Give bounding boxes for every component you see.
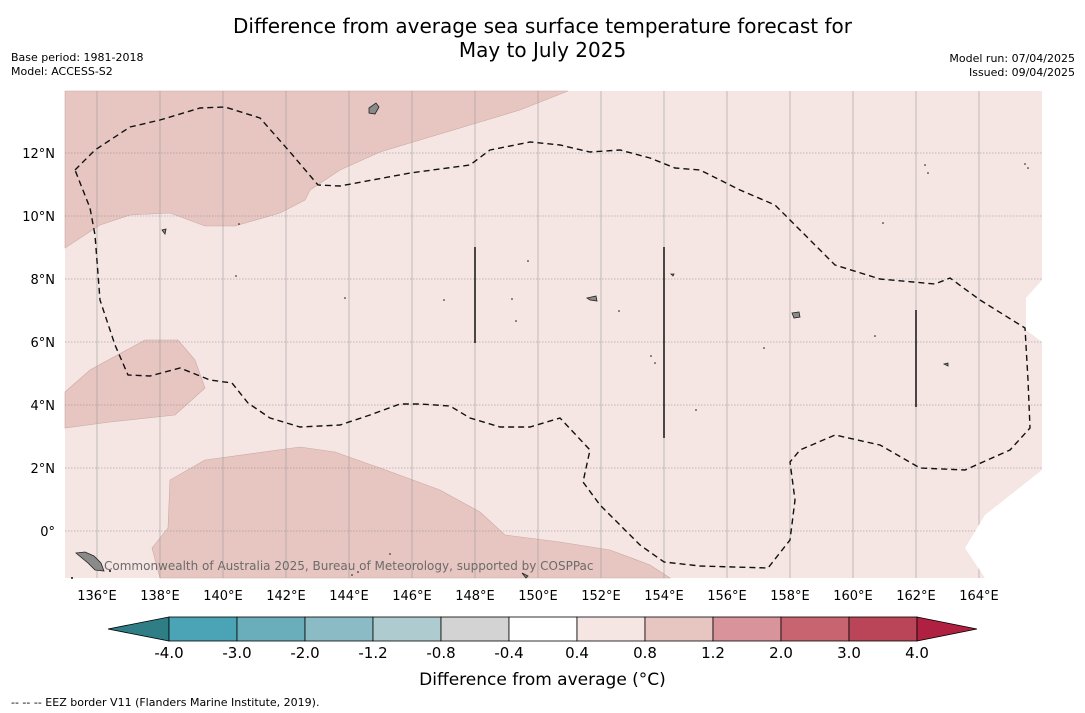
eez-footnote: -- -- -- EEZ border V11 (Flanders Marine… <box>11 696 320 709</box>
meta-right: Model run: 07/04/2025 Issued: 09/04/2025 <box>949 52 1075 80</box>
colorbar-bin <box>236 616 306 642</box>
map-title: Difference from average sea surface temp… <box>0 14 1085 62</box>
lon-label: 164°E <box>959 589 999 604</box>
colorbar-label: 3.0 <box>837 644 861 662</box>
colorbar: -4.0 -3.0 -2.0 -1.2 -0.8 -0.4 0.4 0.8 1.2 2.0 3.0 4… <box>107 616 978 662</box>
island-guam <box>368 102 380 115</box>
island-small-2 <box>585 295 598 302</box>
copyright-notice: Commonwealth of Australia 2025, Bureau o… <box>104 559 594 573</box>
colorbar-label: 4.0 <box>905 644 929 662</box>
map-edge-mask-right <box>965 470 1042 578</box>
lon-label: 136°E <box>77 589 117 604</box>
anomaly-region-south <box>151 446 672 579</box>
colorbar-label: 0.4 <box>565 644 589 662</box>
colorbar-title: Difference from average (°C) <box>419 670 666 690</box>
lon-label: 158°E <box>770 589 810 604</box>
lon-label: 162°E <box>896 589 936 604</box>
colorbar-bin <box>576 616 646 642</box>
colorbar-extend-high <box>916 616 978 642</box>
colorbar-label: 1.2 <box>701 644 725 662</box>
colorbar-bin <box>712 616 782 642</box>
lon-label: 144°E <box>329 589 369 604</box>
colorbar-bin <box>848 616 918 642</box>
island-small-5 <box>521 572 529 579</box>
island-pohnpei <box>791 311 801 319</box>
colorbar-bin <box>644 616 714 642</box>
colorbar-bin <box>440 616 510 642</box>
colorbar-bin <box>780 616 850 642</box>
lat-label: 6°N <box>31 336 56 351</box>
lon-label: 142°E <box>266 589 306 604</box>
island-palau <box>75 551 105 572</box>
lat-label: 10°N <box>22 210 55 225</box>
lon-label: 148°E <box>455 589 495 604</box>
issued-date: Issued: 09/04/2025 <box>968 66 1075 79</box>
anomaly-region-north <box>64 90 569 249</box>
lon-label: 138°E <box>140 589 180 604</box>
map-edge-mask-right-upper <box>1026 280 1042 342</box>
colorbar-label: -4.0 <box>154 644 183 662</box>
colorbar-bin <box>168 616 238 642</box>
colorbar-label: 2.0 <box>769 644 793 662</box>
meta-left: Base period: 1981-2018 Model: ACCESS-S2 <box>11 51 143 79</box>
colorbar-bin <box>304 616 374 642</box>
boundary-lines <box>474 247 917 438</box>
lat-label: 0° <box>40 525 55 540</box>
colorbar-label: 0.8 <box>633 644 657 662</box>
model-run: Model run: 07/04/2025 <box>949 52 1075 65</box>
islands <box>75 102 949 579</box>
colorbar-label: -2.0 <box>290 644 319 662</box>
colorbar-label: -3.0 <box>222 644 251 662</box>
colorbar-bin <box>508 616 578 642</box>
eez-borders <box>74 106 1031 569</box>
island-small-3 <box>942 362 949 367</box>
lon-label: 154°E <box>644 589 684 604</box>
lon-label: 156°E <box>707 589 747 604</box>
lat-label: 12°N <box>22 147 55 162</box>
lon-label: 140°E <box>203 589 243 604</box>
lat-label: 4°N <box>31 399 56 414</box>
tiny-islets <box>71 163 1029 579</box>
colorbar-bin <box>372 616 442 642</box>
colorbar-label: -0.4 <box>494 644 523 662</box>
anomaly-region-west <box>64 339 206 429</box>
lat-tick-labels: 12°N 10°N 8°N 6°N 4°N 2°N 0° <box>22 147 55 540</box>
colorbar-label: -0.8 <box>426 644 455 662</box>
island-small-1 <box>161 228 167 235</box>
colorbar-label: -1.2 <box>358 644 387 662</box>
lon-tick-labels: 136°E 138°E 140°E 142°E 144°E 146°E 148°… <box>77 589 999 604</box>
longitude-gridlines <box>96 91 980 578</box>
base-period: Base period: 1981-2018 <box>11 51 144 64</box>
lon-label: 160°E <box>833 589 873 604</box>
lon-label: 150°E <box>518 589 558 604</box>
island-small-4 <box>670 273 675 277</box>
title-line-1: Difference from average sea surface temp… <box>232 14 852 38</box>
lat-label: 2°N <box>31 462 56 477</box>
lon-label: 146°E <box>392 589 432 604</box>
lat-label: 8°N <box>31 273 56 288</box>
title-line-2: May to July 2025 <box>458 38 627 62</box>
model-name: Model: ACCESS-S2 <box>11 65 113 78</box>
colorbar-extend-low <box>107 616 170 642</box>
lon-label: 152°E <box>581 589 621 604</box>
